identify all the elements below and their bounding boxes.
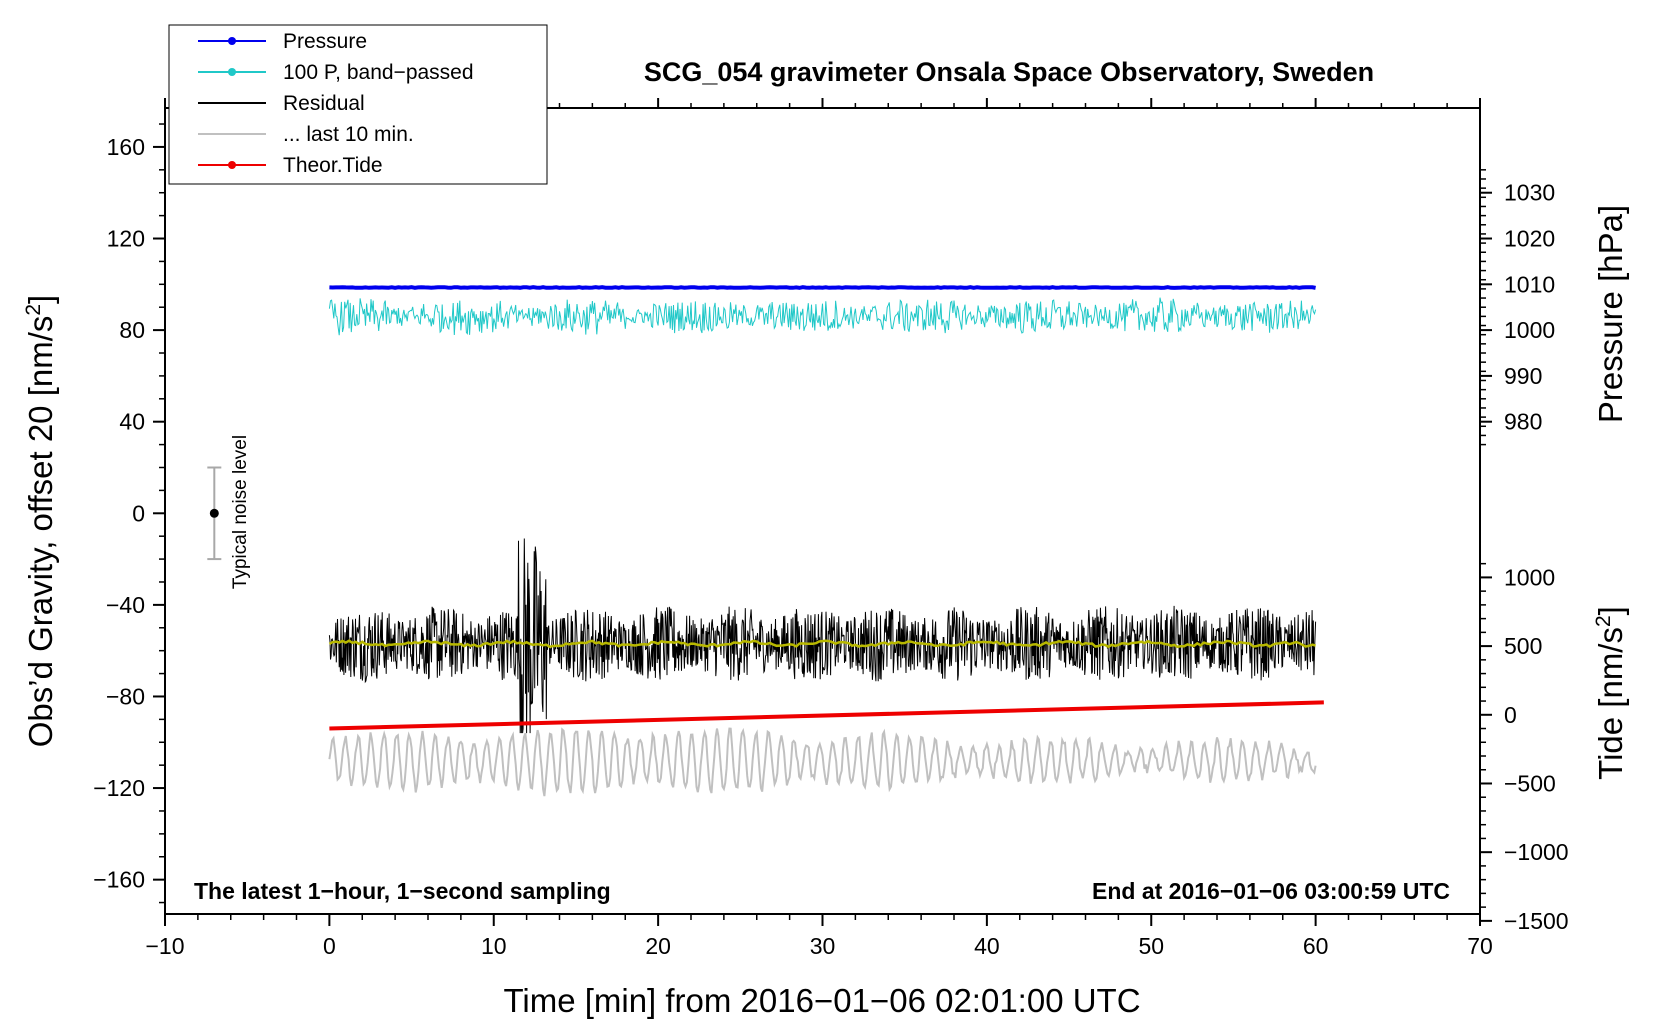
y-tick-label-left: 80 [119, 317, 145, 343]
series-layer [328, 285, 1324, 797]
tide-tick-label: −1000 [1504, 839, 1569, 865]
y-tick-label-left: 40 [119, 409, 145, 435]
pressure-tick-label: 1000 [1504, 317, 1555, 343]
x-tick-label: 20 [645, 933, 671, 959]
note-right: End at 2016−01−06 03:00:59 UTC [1092, 878, 1450, 904]
y-tick-label-left: 120 [107, 226, 145, 252]
x-tick-label: 60 [1303, 933, 1329, 959]
x-tick-label: 10 [481, 933, 507, 959]
tide-tick-label: 1000 [1504, 564, 1555, 590]
y-axis-title-left-close: ] [22, 295, 59, 304]
legend-label: Theor.Tide [283, 154, 383, 177]
x-tick-label: 40 [974, 933, 1000, 959]
x-tick-label: 30 [810, 933, 836, 959]
pressure-tick-label: 990 [1504, 363, 1542, 389]
pressure-tick-label: 1020 [1504, 226, 1555, 252]
x-tick-label: 70 [1467, 933, 1493, 959]
x-tick-label: 0 [323, 933, 336, 959]
series-theor-tide [329, 700, 1324, 731]
legend-label: ... last 10 min. [283, 123, 414, 146]
tide-tick-label: −500 [1504, 770, 1556, 796]
series-last-10-min [328, 727, 1317, 797]
legend-label: 100 P, band−passed [283, 61, 474, 84]
pressure-tick-label: 1030 [1504, 180, 1555, 206]
noise-marker: Typical noise level [207, 435, 251, 589]
series-residual-smoothed [328, 639, 1316, 649]
tide-tick-label: −1500 [1504, 908, 1569, 934]
y-tick-label-left: 0 [132, 500, 145, 526]
axes-layer: −10 0 10 20 30 40 50 60 7016012080400−40−80−120−… [93, 98, 1569, 959]
y-tick-label-left: 160 [107, 134, 145, 160]
y-axis-title-left: Obs’d Gravity, offset 20 [nm/s2] [22, 295, 59, 747]
legend: Pressure 100 P, band−passed Residual ... la… [168, 24, 548, 185]
y-axis-title-tide-text: Tide [nm/s [1592, 627, 1629, 780]
legend-marker [228, 161, 236, 169]
legend-items: Pressure 100 P, band−passed Residual ... la… [198, 30, 474, 177]
chart-title: SCG_054 gravimeter Onsala Space Observat… [644, 57, 1374, 87]
legend-box [168, 24, 548, 185]
note-left: The latest 1−hour, 1−second sampling [194, 878, 611, 904]
legend-label: Pressure [283, 30, 367, 53]
y-axis-title-tide: Tide [nm/s2] [1592, 606, 1629, 780]
series-pressure-bandpassed [328, 297, 1317, 336]
y-axis-title-tide-sup: 2 [1592, 615, 1615, 627]
y-axis-title-pressure: Pressure [hPa] [1592, 205, 1629, 423]
y-tick-label-left: −80 [106, 683, 145, 709]
pressure-tick-label: 980 [1504, 409, 1542, 435]
plot-frame [164, 107, 1481, 915]
x-tick-label: 50 [1138, 933, 1164, 959]
series-residual [328, 538, 1317, 734]
tide-tick-label: 500 [1504, 633, 1542, 659]
y-axis-title-tide-close: ] [1592, 606, 1629, 615]
pressure-tick-label: 1010 [1504, 271, 1555, 297]
legend-label: Residual [283, 92, 365, 115]
y-axis-title-left-text: Obs’d Gravity, offset 20 [nm/s [22, 316, 59, 748]
x-tick-label: −10 [145, 933, 184, 959]
y-axis-title-left-sup: 2 [22, 304, 45, 316]
x-axis-title: Time [min] from 2016−01−06 02:01:00 UTC [503, 982, 1140, 1019]
tide-tick-label: 0 [1504, 702, 1517, 728]
noise-label: Typical noise level [230, 435, 251, 589]
legend-marker [228, 37, 236, 45]
legend-marker [228, 68, 236, 76]
noise-dot [209, 508, 219, 518]
y-tick-label-left: −40 [106, 592, 145, 618]
series-pressure [329, 285, 1316, 290]
y-tick-label-left: −120 [93, 775, 145, 801]
y-tick-label-left: −160 [93, 867, 145, 893]
